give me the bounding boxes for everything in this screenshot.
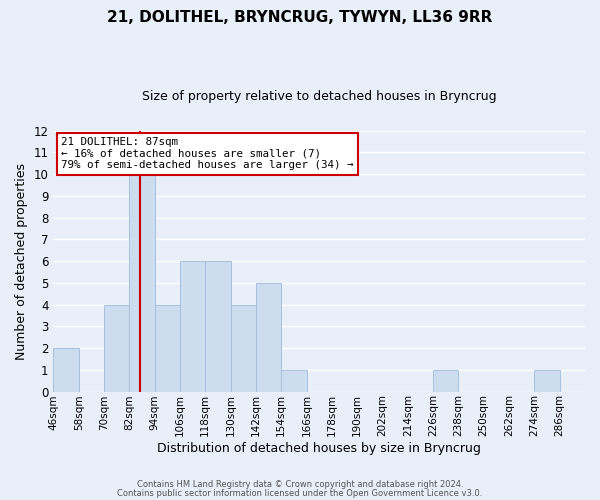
Bar (433, 370, 458, 392)
Text: 21 DOLITHEL: 87sqm
← 16% of detached houses are smaller (7)
79% of semi-detached: 21 DOLITHEL: 87sqm ← 16% of detached hou… (61, 137, 354, 170)
Bar (130, 174, 155, 392)
Bar (230, 304, 256, 392)
Title: Size of property relative to detached houses in Bryncrug: Size of property relative to detached ho… (142, 90, 497, 103)
X-axis label: Distribution of detached houses by size in Bryncrug: Distribution of detached houses by size … (157, 442, 481, 455)
Bar (53, 348, 79, 392)
Y-axis label: Number of detached properties: Number of detached properties (15, 162, 28, 360)
Bar (535, 370, 560, 392)
Bar (104, 304, 130, 392)
Bar (155, 304, 180, 392)
Text: 21, DOLITHEL, BRYNCRUG, TYWYN, LL36 9RR: 21, DOLITHEL, BRYNCRUG, TYWYN, LL36 9RR (107, 10, 493, 25)
Text: Contains public sector information licensed under the Open Government Licence v3: Contains public sector information licen… (118, 490, 482, 498)
Text: Contains HM Land Registry data © Crown copyright and database right 2024.: Contains HM Land Registry data © Crown c… (137, 480, 463, 489)
Bar (205, 261, 230, 392)
Bar (180, 261, 205, 392)
Bar (281, 370, 307, 392)
Bar (256, 283, 281, 392)
